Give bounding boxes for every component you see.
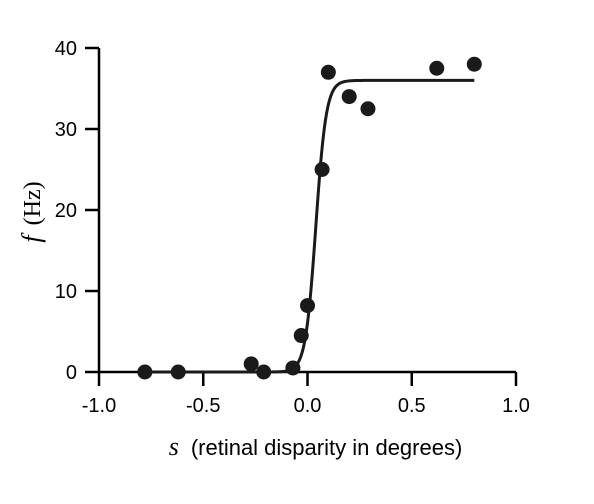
data-point (285, 360, 301, 376)
x-axis-symbol: s (169, 432, 179, 461)
data-point (466, 56, 482, 72)
y-tick-label: 10 (55, 281, 77, 303)
data-point (360, 101, 376, 117)
data-points (137, 56, 482, 380)
data-point (320, 64, 336, 80)
x-tick-label: -1.0 (82, 395, 116, 417)
data-point (137, 364, 153, 380)
data-point (256, 364, 272, 380)
x-tick-label: 1.0 (502, 395, 530, 417)
axes: 0 10 20 30 40 -1.0 -0.5 0.0 0.5 1.0 (55, 38, 530, 417)
data-point (243, 356, 259, 372)
data-point (293, 328, 309, 344)
data-point (429, 60, 445, 76)
y-tick-label: 30 (55, 119, 77, 141)
y-axis-label-text: (Hz) (20, 181, 46, 225)
y-tick-label: 0 (66, 362, 77, 384)
data-point (314, 162, 330, 177)
x-tick-label: 0.5 (398, 395, 426, 417)
axis-labels: s (retinal disparity in degrees) f (Hz) (17, 181, 462, 461)
data-point (341, 89, 357, 105)
x-axis-label: s (retinal disparity in degrees) (169, 432, 463, 461)
y-tick-label: 40 (55, 38, 77, 60)
x-tick-label: -0.5 (186, 395, 220, 417)
y-tick-label: 20 (55, 200, 77, 222)
x-tick-label: 0.0 (294, 395, 322, 417)
data-point (170, 364, 186, 380)
data-point (300, 298, 315, 314)
y-axis-symbol: f (17, 232, 46, 243)
y-axis-label: f (Hz) (17, 181, 46, 242)
fit-curve (140, 78, 475, 374)
x-axis-label-text: (retinal disparity in degrees) (191, 435, 462, 460)
fit-curve-layer (140, 78, 475, 374)
